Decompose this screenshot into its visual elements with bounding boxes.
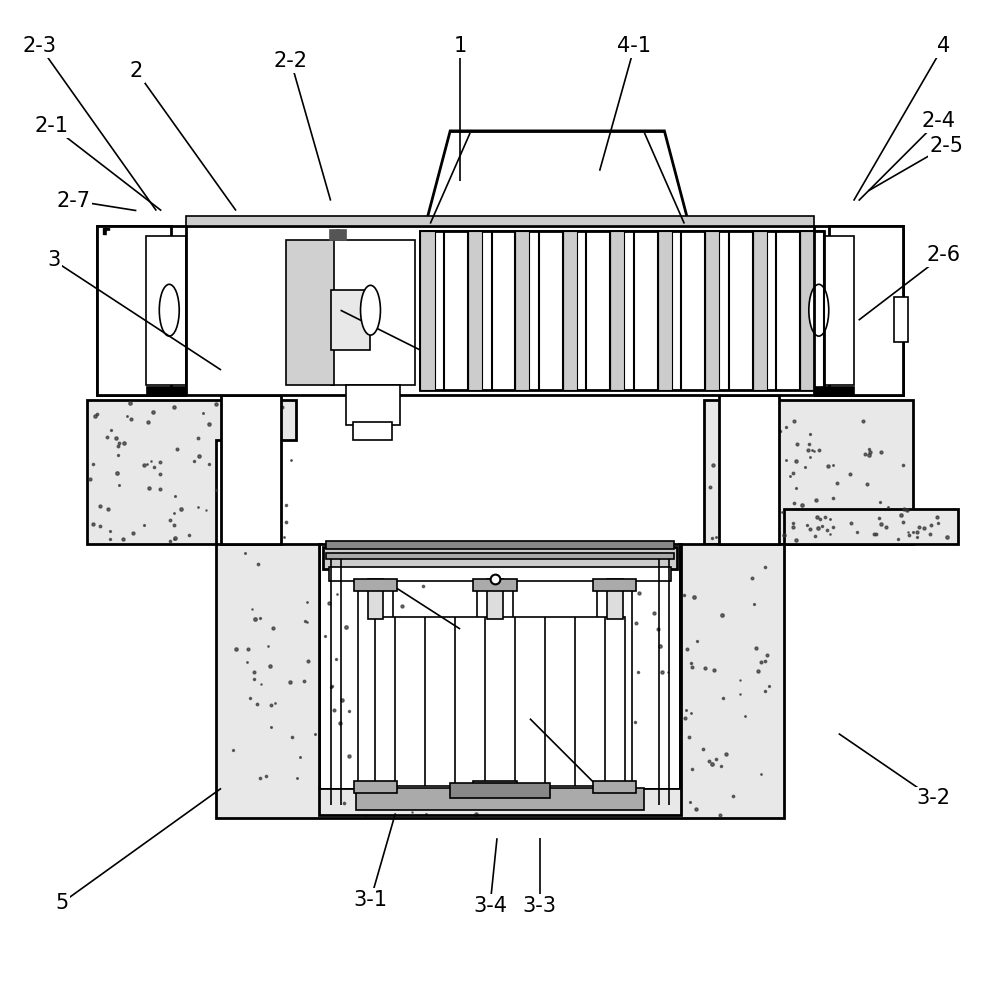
Bar [487, 579, 503, 619]
Ellipse shape [809, 285, 829, 336]
Ellipse shape [361, 286, 380, 335]
Bar [319, 544, 681, 815]
Bar [221, 395, 281, 544]
Bar [468, 231, 482, 390]
Text: 5: 5 [55, 893, 68, 913]
Bar [814, 386, 854, 396]
Bar [610, 231, 624, 390]
Bar [323, 547, 677, 569]
Bar [829, 226, 903, 395]
Bar [420, 231, 824, 390]
Bar [331, 291, 370, 350]
Bar [336, 229, 346, 241]
Bar [186, 216, 814, 226]
Text: 2-1: 2-1 [35, 116, 69, 136]
Bar [97, 226, 903, 395]
Bar [146, 236, 186, 385]
Bar [705, 231, 719, 390]
Text: 3-2: 3-2 [916, 788, 950, 808]
Bar [375, 617, 625, 786]
Polygon shape [87, 400, 296, 544]
Bar [326, 553, 674, 559]
Polygon shape [704, 400, 913, 544]
Text: 2-5: 2-5 [929, 136, 963, 156]
Bar [346, 385, 400, 425]
Bar [354, 781, 397, 793]
Polygon shape [216, 544, 784, 818]
Bar [420, 231, 435, 390]
Bar [473, 579, 517, 591]
Bar [420, 231, 824, 390]
Bar [515, 231, 529, 390]
Text: 2-3: 2-3 [23, 36, 57, 56]
Polygon shape [784, 509, 958, 544]
Bar [814, 236, 854, 385]
Bar [719, 395, 779, 544]
Bar [563, 231, 577, 390]
Bar [353, 422, 392, 440]
Text: 3-1: 3-1 [353, 890, 387, 910]
Bar [473, 781, 517, 793]
Text: 1: 1 [454, 36, 467, 56]
Text: 2-6: 2-6 [926, 246, 960, 266]
Bar [368, 579, 383, 619]
Text: 4: 4 [937, 36, 950, 56]
Bar [329, 229, 339, 241]
Ellipse shape [159, 285, 179, 336]
Bar [97, 226, 171, 395]
Bar [607, 579, 623, 619]
Bar [658, 231, 672, 390]
Bar [146, 386, 186, 396]
Bar [329, 567, 671, 581]
Bar [326, 541, 674, 549]
Bar [321, 544, 679, 788]
Bar [597, 584, 632, 788]
Text: 3: 3 [47, 251, 60, 271]
Bar [358, 584, 393, 788]
Bar [331, 241, 415, 385]
Bar [356, 788, 644, 810]
Bar [593, 579, 636, 591]
Text: 2: 2 [130, 61, 143, 81]
Bar [800, 231, 814, 390]
Bar [753, 231, 767, 390]
Text: 2-4: 2-4 [921, 111, 955, 131]
Text: 2-7: 2-7 [57, 191, 91, 211]
Text: 4-1: 4-1 [617, 36, 651, 56]
Bar [477, 584, 513, 788]
Bar [354, 579, 397, 591]
Text: 2-2: 2-2 [274, 51, 308, 71]
Polygon shape [425, 131, 689, 226]
Bar [450, 783, 550, 798]
Bar [593, 781, 636, 793]
Bar [286, 241, 334, 385]
Text: 3-3: 3-3 [523, 896, 557, 916]
Text: 3-4: 3-4 [473, 896, 507, 916]
Bar [894, 298, 908, 342]
